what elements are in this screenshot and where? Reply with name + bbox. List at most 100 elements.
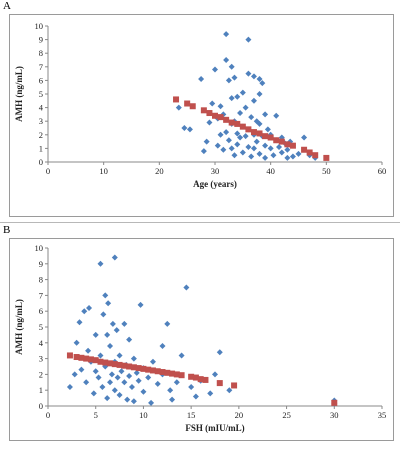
observed-point: [173, 379, 180, 386]
fitted-point: [289, 142, 296, 149]
y-tick-label: 6: [39, 75, 43, 85]
observed-point: [250, 73, 257, 80]
x-tick-label: 0: [46, 410, 50, 420]
fitted-point: [278, 138, 285, 145]
observed-point: [85, 347, 92, 354]
observed-point: [188, 384, 195, 391]
chart-panel-b: B 0 1 2 3 4 5 6 7 8 9 10 0 5 10 15 20 25 30 35 FSH (mIU/mL)…: [0, 224, 400, 449]
observed-point: [104, 395, 111, 402]
observed-point: [137, 301, 144, 308]
observed-point: [100, 311, 107, 318]
y-tick-label: 9: [39, 259, 43, 269]
observed-point: [209, 100, 216, 107]
observed-point: [237, 134, 244, 141]
x-tick-label: 30: [211, 166, 220, 176]
y-tick-label: 1: [39, 143, 43, 153]
observed-point: [217, 103, 224, 110]
observed-point: [203, 138, 210, 145]
observed-point: [262, 142, 269, 149]
y-tick-label: 10: [35, 21, 44, 31]
observed-point: [116, 352, 123, 359]
fitted-point: [102, 359, 109, 366]
observed-point: [118, 368, 125, 375]
panel-label-b: B: [3, 224, 11, 236]
observed-point: [239, 149, 246, 156]
x-tick-label: 35: [378, 410, 387, 420]
observed-point: [242, 133, 249, 140]
observed-point: [223, 31, 230, 38]
observed-point: [234, 93, 241, 100]
fitted-point: [149, 367, 156, 374]
observed-point: [256, 120, 263, 127]
fitted-point: [228, 119, 235, 126]
observed-point: [140, 388, 147, 395]
observed-point: [92, 368, 99, 375]
observed-point: [71, 371, 78, 378]
panel-label-a: A: [3, 0, 11, 12]
observed-point: [216, 349, 223, 356]
observed-point: [248, 153, 255, 160]
observed-point: [83, 379, 90, 386]
observed-point: [99, 384, 106, 391]
fitted-point: [301, 146, 308, 153]
fitted-point: [145, 366, 152, 373]
observed-point: [267, 145, 274, 152]
observed-point: [145, 374, 152, 381]
observed-point: [97, 352, 104, 359]
y-tick-label: 3: [39, 354, 43, 364]
observed-point: [109, 320, 116, 327]
fitted-point: [87, 356, 94, 363]
fitted-point: [130, 364, 137, 371]
fitted-point: [78, 354, 85, 361]
observed-point: [225, 77, 232, 84]
observed-point: [295, 150, 302, 157]
observed-point: [167, 387, 174, 394]
observed-point: [97, 260, 104, 267]
observed-point: [126, 372, 133, 379]
observed-point: [276, 144, 283, 151]
observed-point: [90, 390, 97, 397]
fitted-point: [212, 112, 218, 119]
fitted-point: [262, 133, 269, 140]
fitted-point: [239, 123, 246, 130]
observed-point: [259, 80, 266, 87]
observed-point: [149, 358, 156, 365]
observed-point: [104, 331, 111, 338]
fitted-point: [111, 361, 118, 368]
observed-point: [239, 89, 246, 96]
observed-point: [124, 396, 131, 403]
observed-point: [289, 153, 296, 160]
fitted-point: [217, 114, 224, 121]
fitted-point: [178, 372, 185, 379]
y-axis-label-b: AMH (ng/mL): [14, 299, 24, 355]
observed-point: [212, 66, 218, 73]
observed-point: [217, 131, 224, 138]
observed-point: [234, 130, 241, 137]
fitted-point: [234, 120, 241, 127]
y-tick-label: 0: [39, 157, 43, 167]
observed-point: [148, 399, 155, 406]
observed-point: [154, 380, 161, 387]
observed-point: [169, 396, 176, 403]
observed-point: [270, 152, 277, 159]
observed-point: [228, 95, 235, 102]
observed-point: [66, 384, 73, 391]
y-tick-label: 4: [39, 103, 44, 113]
observed-point: [220, 146, 227, 153]
observed-point: [256, 150, 263, 157]
observed-point: [264, 126, 271, 133]
fitted-point: [184, 100, 191, 107]
observed-point: [135, 377, 142, 384]
fitted-point: [135, 365, 142, 372]
y-tick-label: 5: [39, 322, 43, 332]
observed-point: [228, 145, 235, 152]
observed-point: [262, 111, 269, 118]
fitted-point: [250, 129, 257, 136]
scatter-chart-a: 0 1 2 3 4 5 6 7 8 9 10 0 10 20 30 40 50 60 Age (years) AMH …: [14, 21, 386, 189]
fitted-point: [164, 369, 171, 376]
fitted-point: [231, 382, 238, 389]
fitted-point: [189, 103, 196, 110]
observed-point: [130, 355, 137, 362]
fitted-point: [267, 134, 274, 141]
observed-point: [245, 70, 252, 77]
